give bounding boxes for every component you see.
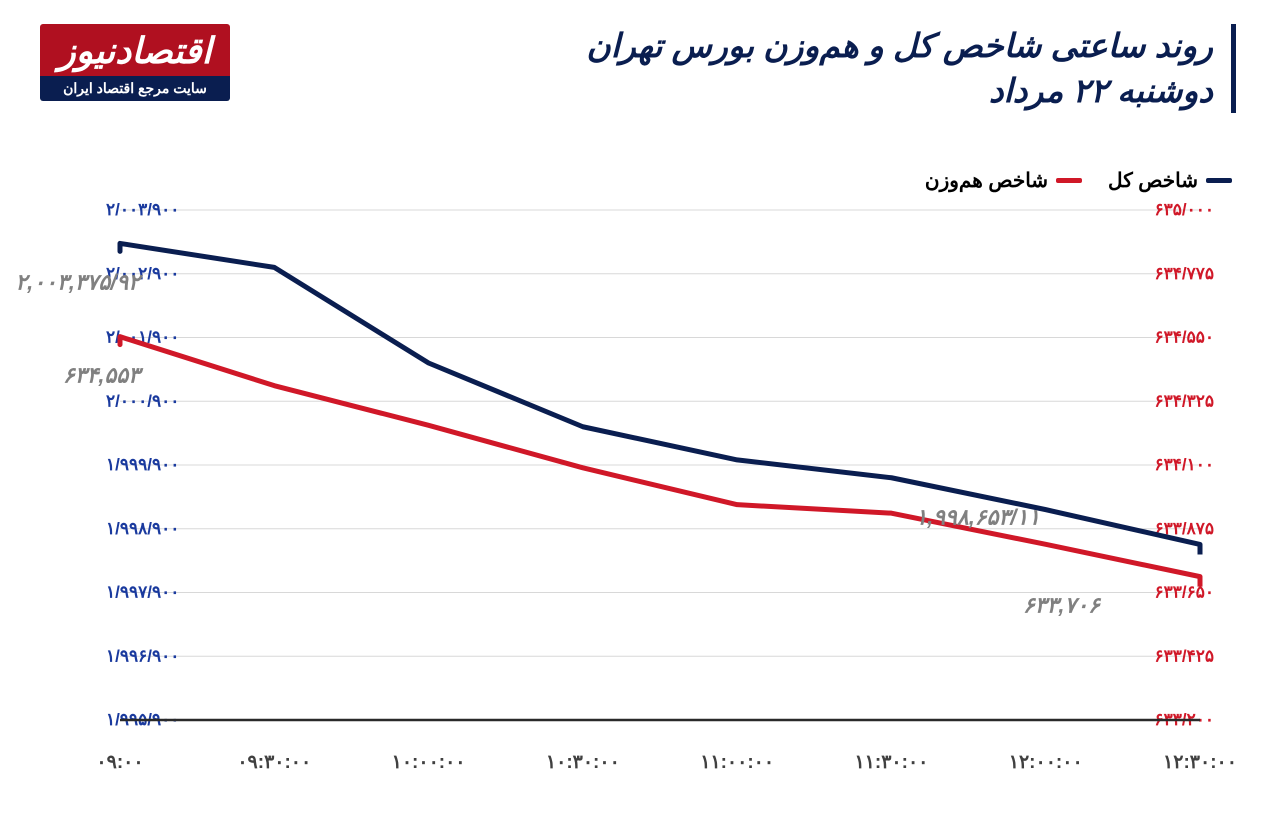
series-line-total-index — [120, 243, 1200, 544]
chart-title: روند ساعتی شاخص کل و هم‌وزن بورس تهران د… — [586, 24, 1236, 113]
x-tick: ۱۲:۰۰:۰۰ — [1009, 752, 1083, 773]
legend-item-series2: شاخص هم‌وزن — [925, 168, 1082, 193]
y-left-tick: ۲/۰۰۳/۹۰۰ — [106, 200, 179, 219]
data-callout: ۲,۰۰۳,۳۷۵/۹۲ — [15, 269, 143, 294]
x-tick: ۰۹:۰۰ — [96, 752, 143, 773]
y-right-tick: ۶۳۴/۷۷۵ — [1154, 264, 1214, 283]
legend: شاخص کل شاخص هم‌وزن — [925, 168, 1232, 193]
legend-label-series2: شاخص هم‌وزن — [925, 168, 1048, 193]
x-tick: ۱۱:۳۰:۰۰ — [854, 752, 928, 773]
x-tick: ۱۰:۳۰:۰۰ — [546, 752, 620, 773]
x-tick: ۱۱:۰۰:۰۰ — [700, 752, 774, 773]
legend-swatch-series2 — [1056, 178, 1082, 183]
x-tick: ۱۲:۳۰:۰۰ — [1163, 752, 1237, 773]
data-callout: ۶۳۳,۷۰۶ — [1023, 593, 1102, 618]
y-left-tick: ۱/۹۹۹/۹۰۰ — [106, 455, 179, 474]
legend-swatch-series1 — [1206, 178, 1232, 183]
logo-name: اقتصادنیوز — [40, 24, 230, 76]
y-right-tick: ۶۳۵/۰۰۰ — [1154, 200, 1214, 219]
y-right-tick: ۶۳۴/۳۲۵ — [1154, 391, 1214, 410]
y-right-tick: ۶۳۳/۶۵۰ — [1154, 583, 1214, 602]
y-left-tick: ۲/۰۰۰/۹۰۰ — [106, 391, 179, 410]
data-callout: ۱,۹۹۸,۶۵۳/۱۱ — [915, 504, 1040, 529]
logo-tagline: سایت مرجع اقتصاد ایران — [40, 76, 230, 101]
y-right-tick: ۶۳۴/۱۰۰ — [1154, 455, 1214, 474]
legend-label-series1: شاخص کل — [1108, 168, 1198, 193]
data-callout: ۶۳۴,۵۵۳ — [63, 363, 144, 388]
series-line-equal-weight — [120, 337, 1200, 577]
y-left-tick: ۱/۹۹۶/۹۰۰ — [106, 646, 179, 665]
publisher-logo: اقتصادنیوز سایت مرجع اقتصاد ایران — [40, 24, 230, 101]
legend-item-series1: شاخص کل — [1108, 168, 1232, 193]
x-tick: ۱۰:۰۰:۰۰ — [392, 752, 466, 773]
title-line-2: دوشنبه ۲۲ مرداد — [586, 69, 1213, 114]
chart-svg: ۱/۹۹۵/۹۰۰۶۳۳/۲۰۰۱/۹۹۶/۹۰۰۶۳۳/۴۲۵۱/۹۹۷/۹۰… — [0, 200, 1280, 820]
y-right-tick: ۶۳۳/۴۲۵ — [1154, 646, 1214, 665]
y-left-tick: ۱/۹۹۸/۹۰۰ — [106, 519, 179, 538]
y-left-tick: ۱/۹۹۷/۹۰۰ — [106, 583, 179, 602]
chart-area: ۱/۹۹۵/۹۰۰۶۳۳/۲۰۰۱/۹۹۶/۹۰۰۶۳۳/۴۲۵۱/۹۹۷/۹۰… — [0, 200, 1280, 821]
y-right-tick: ۶۳۴/۵۵۰ — [1154, 328, 1214, 347]
title-line-1: روند ساعتی شاخص کل و هم‌وزن بورس تهران — [586, 24, 1213, 69]
x-tick: ۰۹:۳۰:۰۰ — [237, 752, 311, 773]
